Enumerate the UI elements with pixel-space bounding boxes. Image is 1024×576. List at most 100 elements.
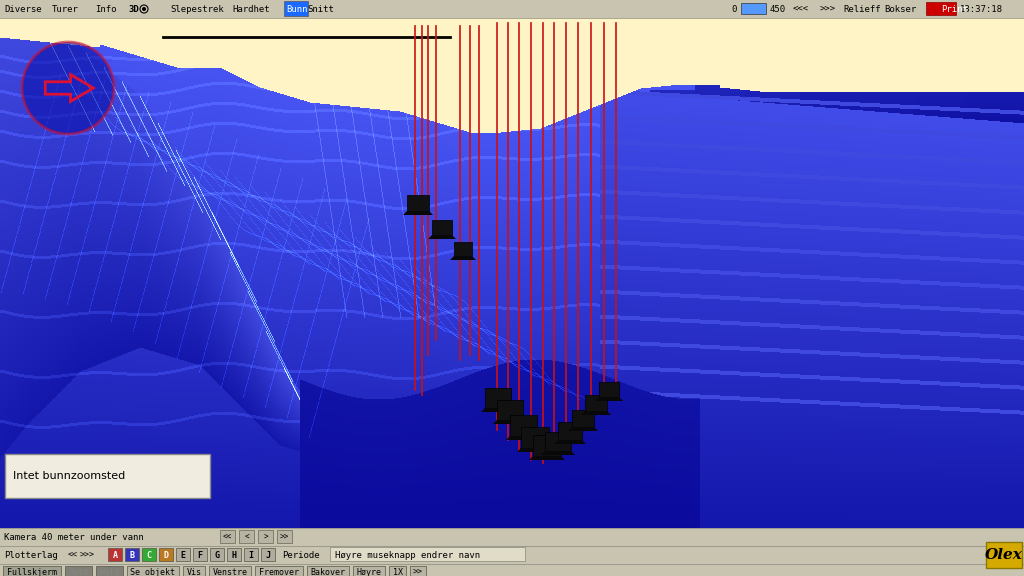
Text: Høyre: Høyre (357, 568, 382, 576)
Circle shape (142, 7, 146, 11)
Bar (558, 422, 582, 440)
Text: <<: << (68, 551, 78, 559)
Bar (209, 566, 252, 576)
Bar (545, 432, 571, 451)
Bar (497, 400, 523, 420)
Bar (125, 548, 139, 561)
Text: Høyre museknapp endrer navn: Høyre museknapp endrer navn (335, 551, 480, 559)
Bar (284, 1, 308, 16)
Text: Intet bunnzoomsted: Intet bunnzoomsted (13, 471, 125, 481)
Text: Auto: Auto (69, 568, 88, 576)
Polygon shape (493, 420, 527, 424)
Text: C: C (146, 551, 152, 559)
Bar (176, 548, 190, 561)
Text: Plotterlag: Plotterlag (4, 551, 57, 559)
Polygon shape (506, 436, 540, 440)
Polygon shape (568, 427, 598, 431)
Bar (183, 566, 205, 576)
Bar (5, 454, 210, 498)
Bar (65, 566, 92, 576)
Text: Snitt: Snitt (307, 5, 334, 13)
Text: H: H (231, 551, 237, 559)
Text: D: D (164, 551, 169, 559)
Text: Hardhet: Hardhet (232, 5, 269, 13)
Bar (741, 3, 766, 14)
Polygon shape (581, 411, 611, 415)
Bar (278, 530, 292, 543)
Text: 1X: 1X (392, 568, 402, 576)
Bar (521, 427, 549, 448)
Bar (307, 566, 349, 576)
Bar (599, 382, 618, 397)
Bar (432, 220, 452, 235)
Text: Bokser: Bokser (884, 5, 916, 13)
Text: Hold: Hold (99, 568, 119, 576)
Bar (330, 547, 525, 561)
Bar (96, 566, 123, 576)
Text: 0: 0 (731, 5, 736, 13)
Polygon shape (450, 256, 476, 260)
Text: >>>: >>> (80, 551, 95, 559)
Bar (159, 548, 173, 561)
Bar (261, 548, 275, 561)
Text: >>>: >>> (820, 5, 837, 13)
Text: <<<: <<< (793, 5, 809, 13)
Bar (193, 548, 207, 561)
Bar (239, 530, 254, 543)
Text: Slepestrek: Slepestrek (170, 5, 224, 13)
Polygon shape (529, 456, 565, 460)
Bar (227, 548, 241, 561)
Text: Olex: Olex (985, 548, 1023, 562)
Text: A: A (113, 551, 118, 559)
Text: Turer: Turer (52, 5, 79, 13)
Bar (0, 564, 1024, 576)
Bar (210, 548, 224, 561)
Text: >>: >> (280, 532, 289, 541)
Bar (485, 388, 511, 408)
Text: 450: 450 (769, 5, 785, 13)
Polygon shape (541, 451, 575, 455)
Text: Fullskjerm: Fullskjerm (7, 568, 57, 576)
Bar (255, 566, 303, 576)
Text: Info: Info (95, 5, 117, 13)
Text: 3D: 3D (128, 5, 138, 13)
Text: Se objekt: Se objekt (130, 568, 175, 576)
Bar (220, 530, 234, 543)
Bar (410, 566, 426, 576)
Text: Vis: Vis (186, 568, 202, 576)
Bar (0, 0, 1024, 18)
Bar (986, 542, 1022, 568)
Polygon shape (517, 448, 553, 452)
Text: Bakover: Bakover (310, 568, 346, 576)
Text: G: G (214, 551, 219, 559)
Bar (407, 195, 429, 211)
Text: I: I (249, 551, 254, 559)
Text: B: B (129, 551, 134, 559)
Bar (353, 566, 385, 576)
Circle shape (22, 42, 114, 134)
Text: <<: << (223, 532, 232, 541)
Bar (585, 395, 607, 411)
Text: >: > (263, 532, 268, 541)
Text: Kamera 40 meter under vann: Kamera 40 meter under vann (4, 532, 143, 541)
Text: J: J (265, 551, 270, 559)
Text: E: E (180, 551, 185, 559)
Text: Print: Print (941, 5, 968, 13)
Bar (389, 566, 406, 576)
Text: >>: >> (413, 568, 423, 576)
Text: F: F (198, 551, 203, 559)
Bar (127, 566, 179, 576)
Bar (510, 415, 537, 436)
Polygon shape (403, 211, 433, 215)
Bar (926, 2, 956, 15)
Bar (0, 546, 1024, 564)
Text: Fremover: Fremover (259, 568, 299, 576)
Text: Periode: Periode (282, 551, 319, 559)
Bar (534, 435, 561, 456)
Bar (142, 548, 156, 561)
Bar (454, 242, 472, 256)
Polygon shape (428, 235, 456, 239)
Bar (3, 566, 61, 576)
Polygon shape (554, 440, 586, 444)
Bar (0, 528, 1024, 546)
